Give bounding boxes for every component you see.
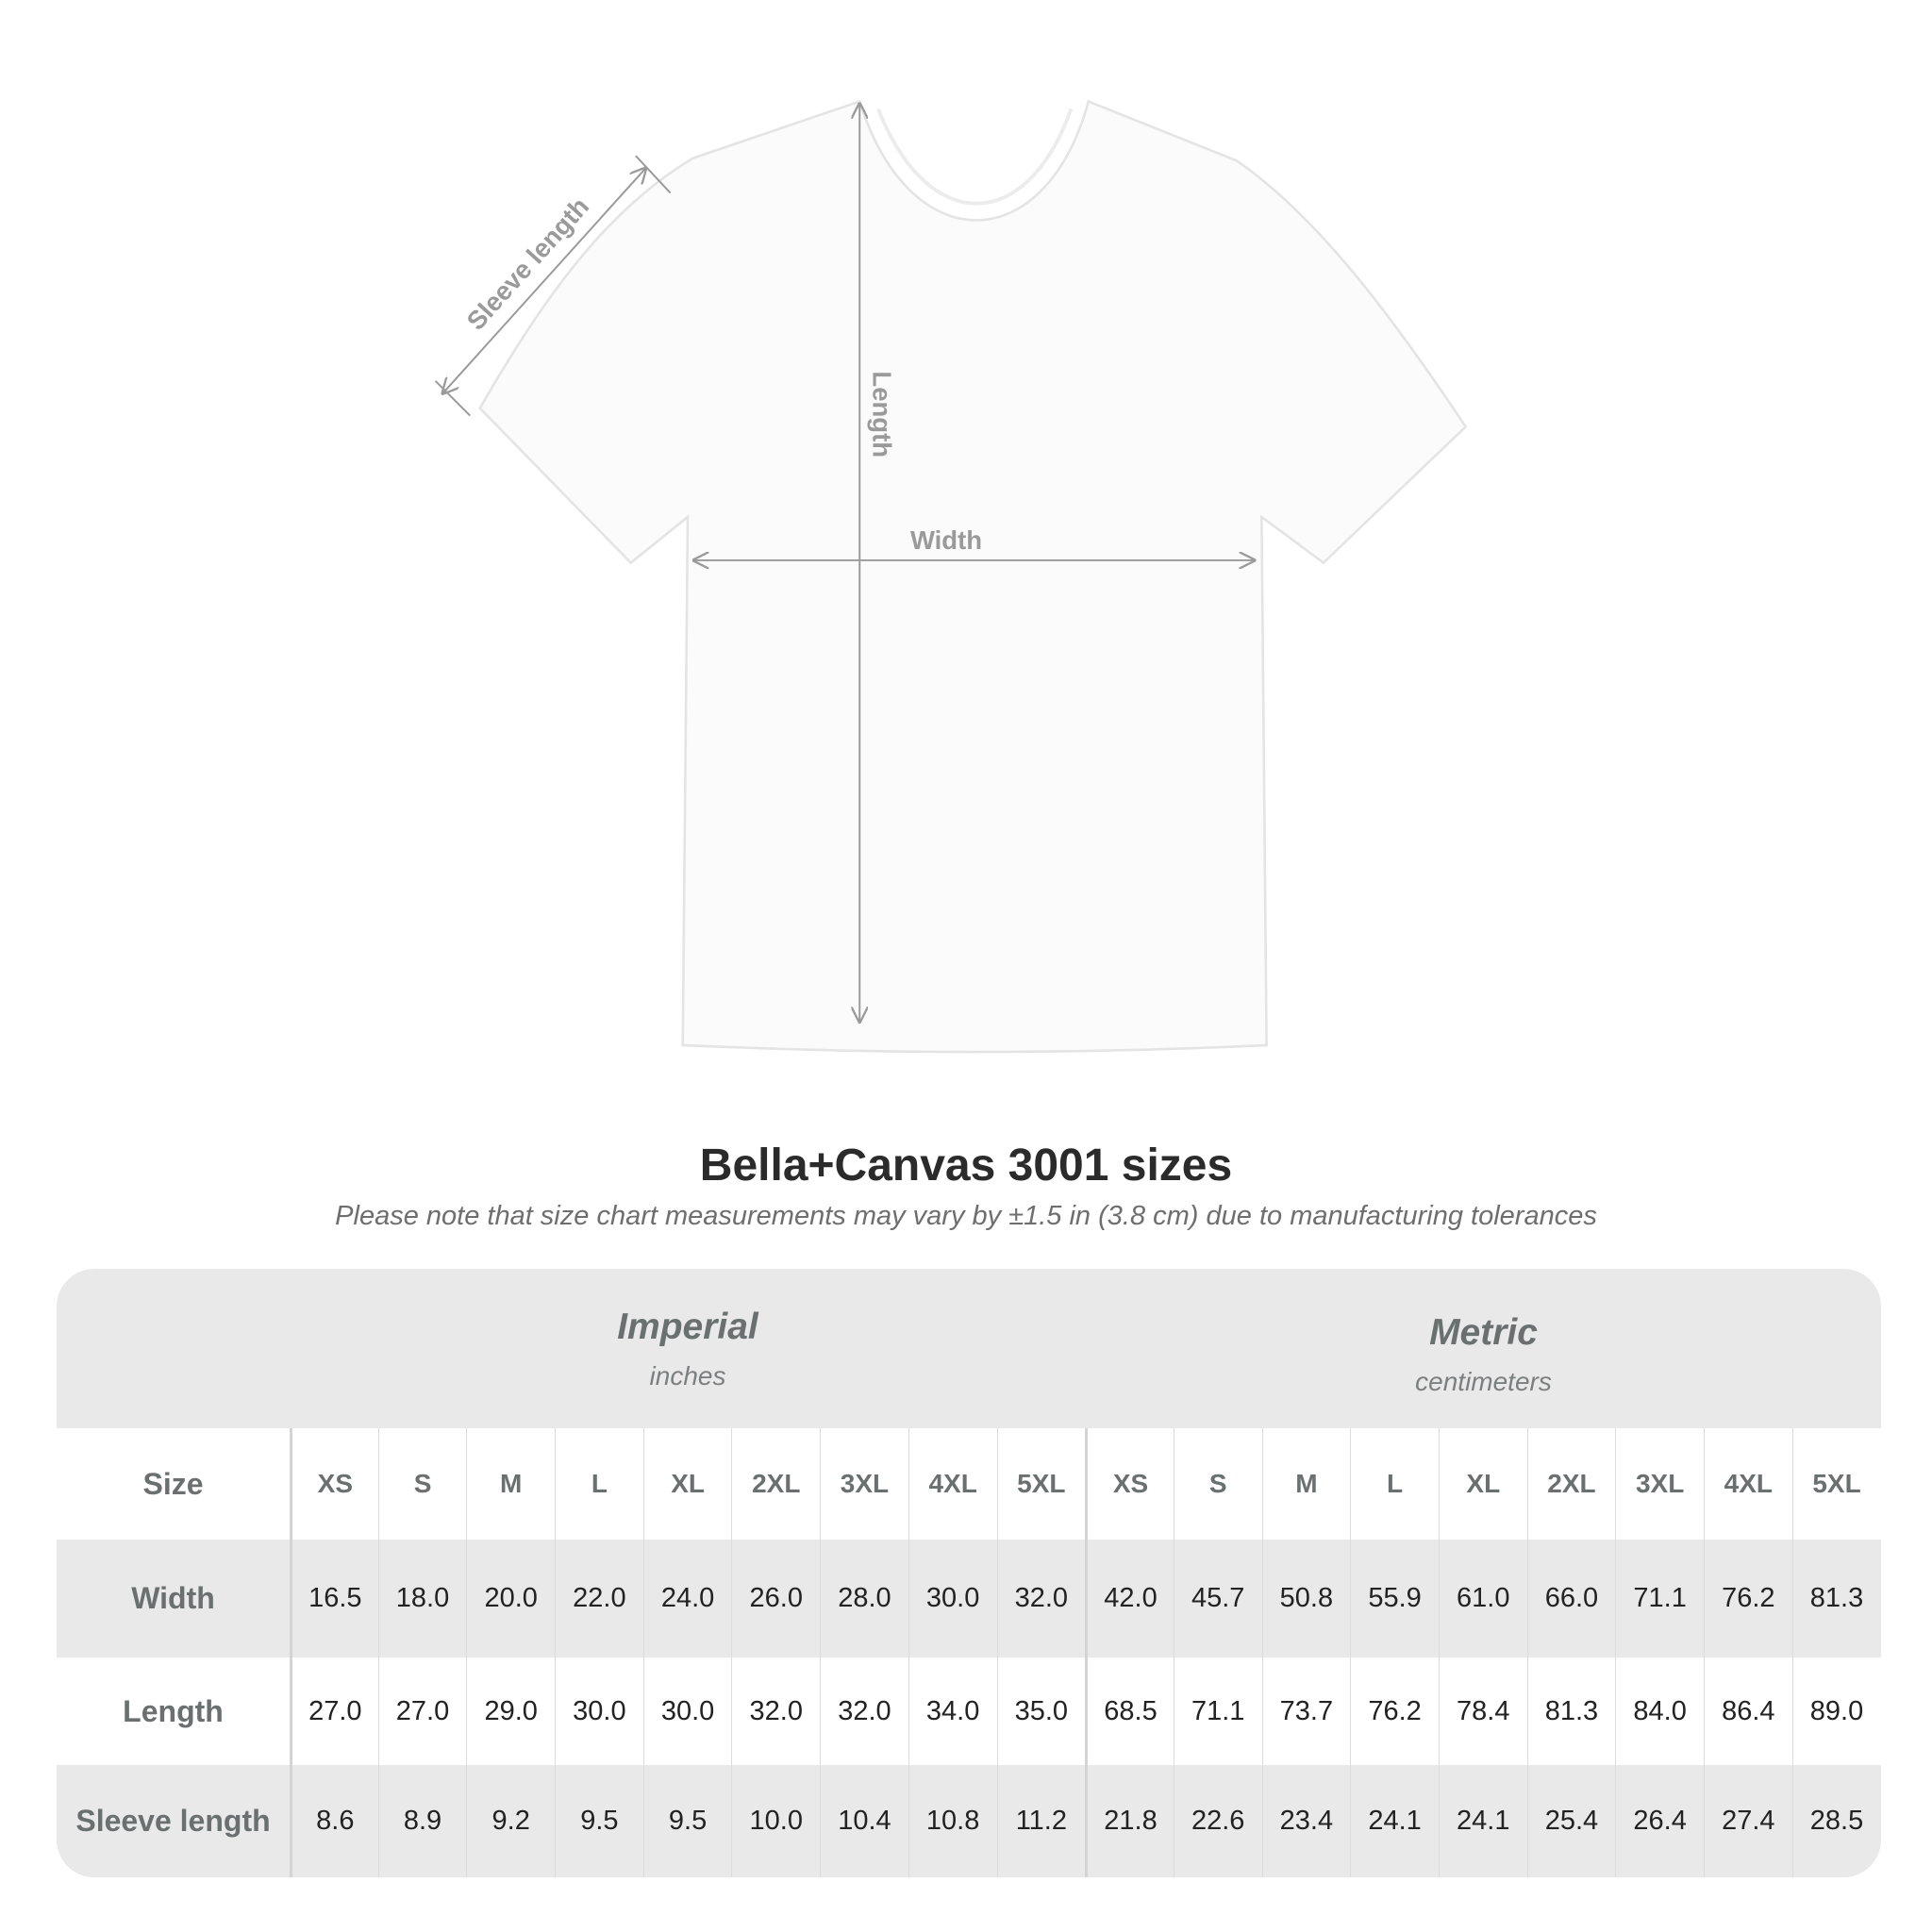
value-cell: 71.1	[1615, 1540, 1704, 1657]
size-table: Imperial inches Metric centimeters Size X…	[57, 1269, 1881, 1877]
width-label: Width	[910, 525, 982, 555]
table-row-length: Length 27.0 27.0 29.0 30.0 30.0 32.0 32.0 34.0 35…	[57, 1657, 1881, 1765]
row-label: Size	[142, 1466, 204, 1501]
size-header-cell: 2XL	[731, 1428, 820, 1540]
metric-header: Metric centimeters	[1086, 1269, 1881, 1472]
value-cell: 27.0	[290, 1657, 378, 1765]
value-cell: 81.3	[1526, 1657, 1616, 1765]
value-cell: 78.4	[1438, 1657, 1527, 1765]
value-cell: 22.6	[1173, 1765, 1262, 1877]
metric-unit: centimeters	[1415, 1367, 1552, 1396]
tolerance-note: Please note that size chart measurements…	[335, 1201, 1597, 1231]
size-header-cell: 3XL	[1615, 1428, 1704, 1540]
value-cell: 73.7	[1261, 1657, 1351, 1765]
imperial-header: Imperial inches	[290, 1269, 1086, 1466]
value-cell: 76.2	[1704, 1540, 1792, 1657]
value-cell: 24.1	[1438, 1765, 1527, 1877]
sleeve-end-cap	[434, 380, 471, 417]
value-cell: 30.0	[555, 1657, 643, 1765]
value-cell: 81.3	[1791, 1540, 1881, 1657]
value-cell: 24.0	[642, 1540, 732, 1657]
value-cell: 34.0	[908, 1657, 997, 1765]
size-header-cell: L	[555, 1428, 643, 1540]
imperial-unit: inches	[649, 1361, 726, 1391]
value-cell: 23.4	[1261, 1765, 1351, 1877]
value-cell: 8.9	[377, 1765, 467, 1877]
value-cell: 11.2	[996, 1765, 1086, 1877]
value-cell: 9.5	[555, 1765, 643, 1877]
size-header-cell: 2XL	[1526, 1428, 1616, 1540]
value-cell: 24.1	[1350, 1765, 1439, 1877]
sleeve-measure-line	[442, 168, 645, 393]
size-header-cell: S	[377, 1428, 467, 1540]
tshirt-shape	[478, 99, 1468, 1054]
row-label: Length	[123, 1693, 224, 1728]
size-header-row: Size XS S M L XL 2XL 3XL 4XL 5XL XS S M L XL 2XL 3XL 4XL 5…	[57, 1428, 1881, 1540]
value-cell: 9.2	[466, 1765, 555, 1877]
size-header-cell: 4XL	[908, 1428, 997, 1540]
row-label: Sleeve length	[75, 1804, 271, 1838]
size-header-cell: 5XL	[1791, 1428, 1881, 1540]
value-cell: 20.0	[466, 1540, 555, 1657]
length-label: Length	[868, 371, 897, 458]
neckline-rib	[876, 108, 1074, 206]
value-cell: 28.0	[820, 1540, 908, 1657]
value-cell: 32.0	[731, 1657, 820, 1765]
sleeve-end-cap	[635, 155, 672, 194]
value-cell: 86.4	[1704, 1657, 1792, 1765]
value-cell: 32.0	[820, 1657, 908, 1765]
value-cell: 25.4	[1526, 1765, 1616, 1877]
value-cell: 30.0	[908, 1540, 997, 1657]
size-header-cell: XS	[1085, 1428, 1174, 1540]
size-header-cell: XL	[1438, 1428, 1527, 1540]
value-cell: 61.0	[1438, 1540, 1527, 1657]
value-cell: 89.0	[1791, 1657, 1881, 1765]
size-header-cell: 4XL	[1704, 1428, 1792, 1540]
size-header-cell: S	[1173, 1428, 1262, 1540]
size-header-cell: XL	[642, 1428, 732, 1540]
value-cell: 27.0	[377, 1657, 467, 1765]
size-header-cell: XS	[290, 1428, 378, 1540]
value-cell: 32.0	[996, 1540, 1086, 1657]
value-cell: 29.0	[466, 1657, 555, 1765]
table-row-width: Width 16.5 18.0 20.0 22.0 24.0 26.0 28.0 30.0 32.…	[57, 1540, 1881, 1657]
value-cell: 68.5	[1085, 1657, 1174, 1765]
size-header-cell: L	[1350, 1428, 1439, 1540]
metric-title: Metric	[1429, 1312, 1538, 1353]
value-cell: 84.0	[1615, 1657, 1704, 1765]
value-cell: 28.5	[1791, 1765, 1881, 1877]
size-header-cell: 3XL	[820, 1428, 908, 1540]
value-cell: 50.8	[1261, 1540, 1351, 1657]
value-cell: 26.0	[731, 1540, 820, 1657]
value-cell: 22.0	[555, 1540, 643, 1657]
value-cell: 42.0	[1085, 1540, 1174, 1657]
value-cell: 21.8	[1085, 1765, 1174, 1877]
size-header-cell: M	[466, 1428, 555, 1540]
page-title: Bella+Canvas 3001 sizes	[699, 1141, 1233, 1191]
row-label: Width	[131, 1581, 215, 1615]
value-cell: 35.0	[996, 1657, 1086, 1765]
value-cell: 66.0	[1526, 1540, 1616, 1657]
value-cell: 16.5	[290, 1540, 378, 1657]
size-header-cell: 5XL	[996, 1428, 1086, 1540]
value-cell: 18.0	[377, 1540, 467, 1657]
size-header-cell: M	[1261, 1428, 1351, 1540]
value-cell: 26.4	[1615, 1765, 1704, 1877]
table-row-sleeve-length: Sleeve length 8.6 8.9 9.2 9.5 9.5 10.0 10.4 10.8…	[57, 1765, 1881, 1877]
value-cell: 30.0	[642, 1657, 732, 1765]
value-cell: 76.2	[1350, 1657, 1439, 1765]
value-cell: 10.4	[820, 1765, 908, 1877]
value-cell: 55.9	[1350, 1540, 1439, 1657]
value-cell: 10.8	[908, 1765, 997, 1877]
value-cell: 71.1	[1173, 1657, 1262, 1765]
value-cell: 27.4	[1704, 1765, 1792, 1877]
value-cell: 10.0	[731, 1765, 820, 1877]
value-cell: 45.7	[1173, 1540, 1262, 1657]
value-cell: 9.5	[642, 1765, 732, 1877]
value-cell: 8.6	[290, 1765, 378, 1877]
imperial-title: Imperial	[617, 1307, 758, 1347]
